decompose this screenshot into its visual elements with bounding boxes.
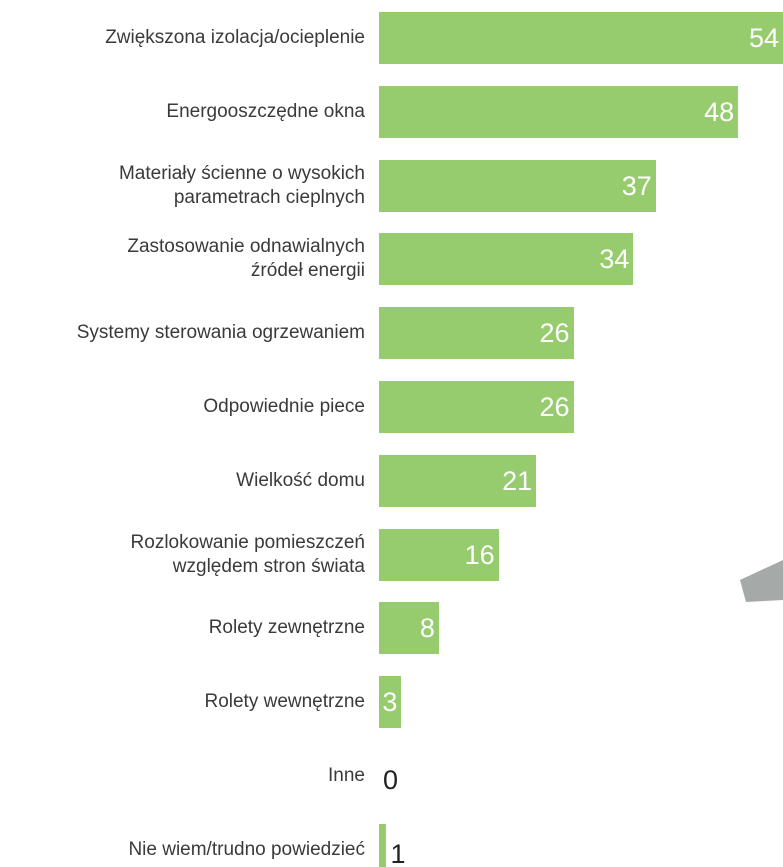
- bar: [379, 676, 402, 729]
- bar: [379, 307, 574, 360]
- category-label: Rolety wewnętrzne: [204, 691, 365, 713]
- value-label: 16: [464, 539, 495, 570]
- category-label: Zwiększona izolacja/ocieplenie: [105, 27, 365, 48]
- category-label: Nie wiem/trudno powiedzieć: [128, 838, 365, 860]
- value-label: 8: [419, 613, 435, 644]
- value-label: 37: [621, 170, 652, 201]
- category-label: Rolety zewnętrzne: [208, 617, 365, 639]
- category-label: Materiały ścienne o wysokich parametrach…: [118, 162, 365, 208]
- value-label: 26: [539, 318, 570, 349]
- value-label: 21: [502, 465, 533, 496]
- arrow-shape: [740, 560, 783, 602]
- category-label: Rozlokowanie pomieszczeń względem stron …: [130, 531, 365, 577]
- value-label: 0: [383, 765, 399, 795]
- bar: [379, 823, 387, 867]
- value-label: 34: [599, 244, 630, 275]
- category-label: Energooszczędne okna: [166, 100, 365, 122]
- category-label: Zastosowanie odnawialnych źródeł energii: [127, 236, 365, 282]
- category-label: Systemy sterowania ogrzewaniem: [76, 322, 365, 344]
- value-label: 1: [390, 838, 406, 867]
- bar: [379, 159, 656, 212]
- category-label: Inne: [328, 765, 365, 786]
- bar: [379, 85, 739, 138]
- value-label: 3: [382, 687, 398, 718]
- category-label: Wielkość domu: [236, 469, 365, 491]
- bar: [379, 528, 499, 581]
- bar: [379, 454, 537, 507]
- bar: [379, 602, 439, 655]
- value-label: 54: [748, 23, 779, 53]
- bar: [379, 233, 634, 286]
- bar: [379, 12, 783, 64]
- value-label: 48: [704, 96, 735, 127]
- bar: [379, 381, 574, 433]
- value-label: 26: [539, 392, 570, 422]
- category-label: Odpowiednie piece: [203, 396, 365, 417]
